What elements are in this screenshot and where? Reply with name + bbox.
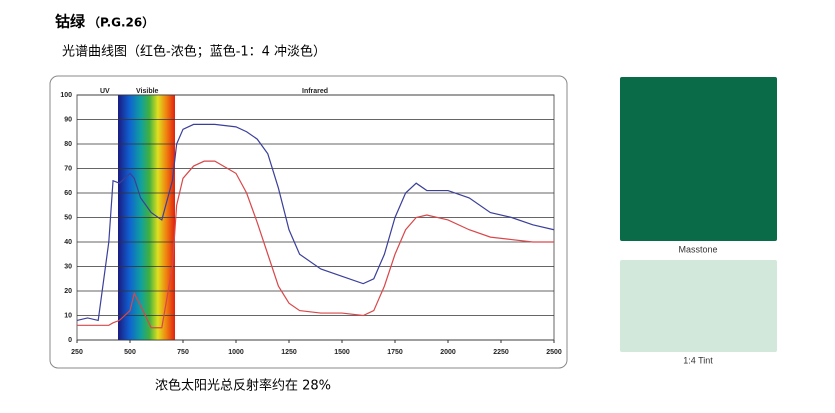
pigment-code: （P.G.26） [88,15,154,30]
y-tick-label: 90 [64,116,72,123]
x-tick-label: 500 [124,349,136,356]
series-line [77,160,554,329]
x-tick-label: 2500 [546,349,562,356]
color-swatch [620,260,777,352]
series-line [76,123,555,322]
y-tick-label: 100 [60,92,72,99]
swatch-label: Masstone [678,244,717,254]
x-tick-label: 2000 [440,349,456,356]
y-tick-label: 20 [64,288,72,295]
x-tick-label: 1250 [281,349,297,356]
x-tick-label: 250 [71,349,83,356]
region-label: Infrared [302,88,328,95]
y-tick-label: 60 [64,190,72,197]
y-tick-label: 80 [64,141,72,148]
y-tick-label: 10 [64,312,72,319]
x-tick-label: 1750 [387,349,403,356]
swatch-label: 1:4 Tint [683,355,713,365]
caption: 浓色太阳光总反射率约在 28% [155,378,331,394]
y-tick-label: 40 [64,239,72,246]
y-tick-label: 30 [64,263,72,270]
swatches: Masstone 1:4 Tint [620,77,777,365]
chart: 0 10 20 30 40 50 60 70 80 90 100 250 500 750 1000 1250 1… [60,92,562,356]
title: 钴绿 [55,13,86,31]
y-tick-label: 70 [64,165,72,172]
x-tick-label: 2250 [493,349,509,356]
color-swatch [620,77,777,241]
region-label: UV [100,88,110,95]
x-tick-label: 750 [177,349,189,356]
x-tick-label: 1000 [228,349,244,356]
subtitle: 光谱曲线图（红色-浓色；蓝色-1：4 冲淡色） [62,44,326,60]
y-tick-label: 50 [64,214,72,221]
y-tick-label: 0 [68,337,72,344]
x-tick-label: 1500 [334,349,350,356]
region-label: Visible [136,88,159,95]
